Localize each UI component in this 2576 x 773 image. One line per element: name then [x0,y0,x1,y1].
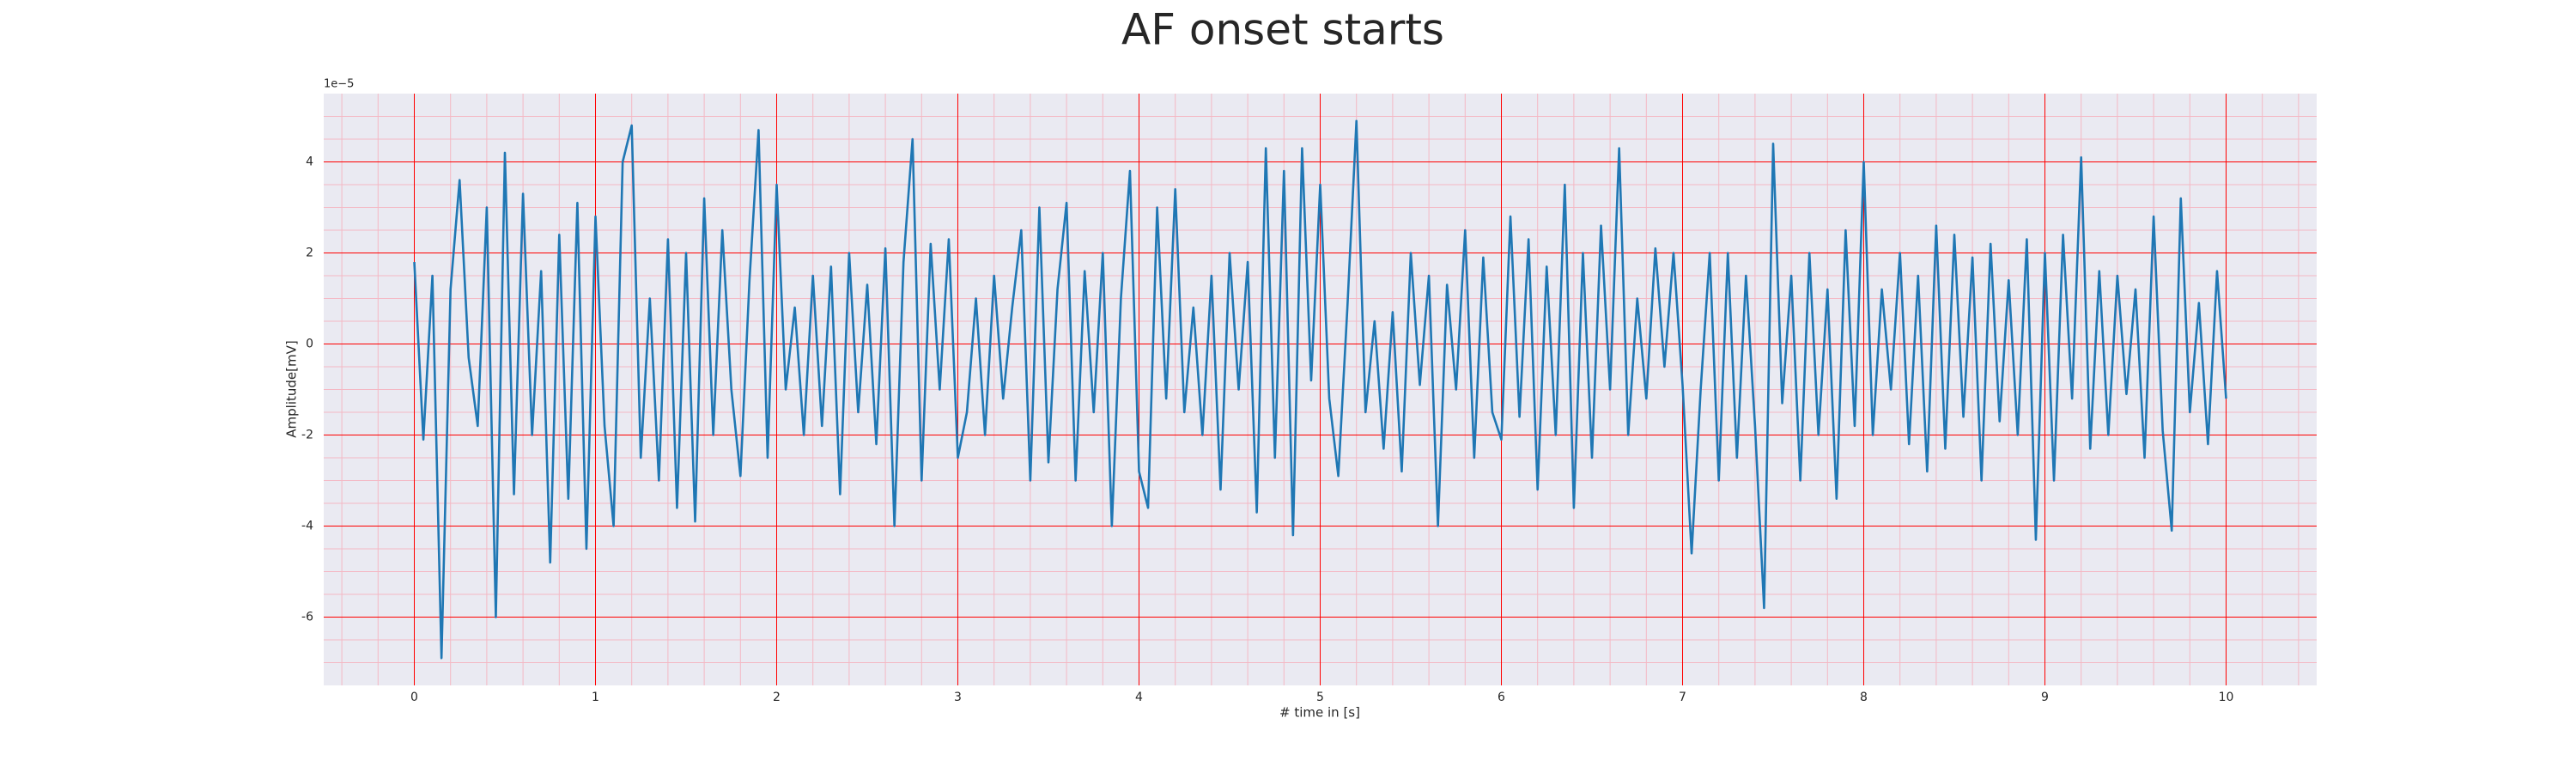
x-tick-label: 6 [1498,691,1505,704]
x-tick-label: 4 [1135,691,1143,704]
x-tick-label: 0 [410,691,418,704]
x-tick-label: 7 [1679,691,1686,704]
chart-title: AF onset starts [1121,5,1444,55]
y-offset-label: 1e−5 [324,78,354,91]
x-tick-label: 5 [1316,691,1324,704]
signal-line [413,119,2227,660]
x-tick-label: 8 [1860,691,1868,704]
y-tick-label: 0 [306,338,313,351]
y-tick-label: 2 [306,247,313,260]
x-tick-label: 3 [954,691,962,704]
y-tick-label: -6 [301,611,313,624]
y-axis-label: Amplitude[mV] [284,340,300,437]
x-tick-label: 9 [2041,691,2049,704]
y-tick-label: -2 [301,429,313,442]
x-tick-label: 10 [2219,691,2234,704]
x-tick-label: 1 [592,691,599,704]
y-tick-label: 4 [306,155,313,169]
x-tick-label: 2 [773,691,781,704]
x-axis-label: # time in [s] [1279,705,1360,721]
y-tick-label: -4 [301,520,313,533]
